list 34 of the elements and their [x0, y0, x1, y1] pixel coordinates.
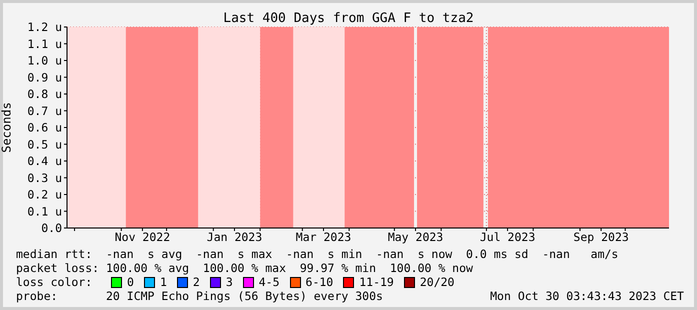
y-tick-label: 0.3 u	[27, 170, 62, 185]
text: median rtt: -nan s avg -nan s max -nan s min -nan s now 0.0 ms sd -nan am/s	[16, 247, 618, 261]
y-axis-title: Seconds	[0, 102, 14, 153]
y-tick-label: 0.0	[41, 221, 62, 236]
y-tick-label: 0.7 u	[27, 104, 62, 118]
y-tick-label: 0.8 u	[27, 87, 62, 102]
y-tick-label: 0.5 u	[27, 137, 62, 152]
text: 6-10	[306, 275, 334, 289]
text: 4-5	[258, 275, 280, 289]
y-tick-label: 1.0 u	[27, 54, 62, 68]
text: 11-19	[359, 275, 394, 289]
x-tick-label: May 2023	[388, 230, 444, 244]
x-tick-label: Mar 2023	[296, 230, 352, 244]
text: probe: 20 ICMP Echo Pings (56 Bytes) every 300s	[16, 289, 383, 303]
text: 20/20	[420, 275, 454, 289]
text: packet loss: 100.00 % avg 100.00 % max 99.97 % min 100.00 % now	[16, 261, 473, 275]
x-tick-label: Jul 2023	[480, 230, 536, 244]
x-tick-label: Sep 2023	[573, 230, 629, 244]
y-tick-label: 0.2 u	[27, 188, 62, 202]
text: 0	[127, 275, 134, 289]
text: Mon Oct 30 03:43:43 2023 CET	[490, 289, 684, 303]
x-tick-label: Nov 2022	[114, 230, 170, 244]
y-tick-label: 1.1 u	[27, 36, 62, 51]
text: 2	[192, 275, 200, 289]
chart-title: Last 400 Days from GGA F to tza2	[223, 11, 474, 26]
y-tick-label: 1.2 u	[27, 20, 62, 34]
y-tick-label: 0.4 u	[27, 154, 62, 168]
text: 1	[160, 275, 167, 289]
text: loss color:	[16, 275, 94, 289]
y-tick-label: 0.1 u	[27, 204, 62, 218]
y-tick-label: 0.6 u	[27, 120, 62, 135]
x-tick-label: Jan 2023	[206, 230, 262, 244]
text: 3	[226, 275, 233, 289]
y-tick-label: 0.9 u	[27, 70, 62, 84]
